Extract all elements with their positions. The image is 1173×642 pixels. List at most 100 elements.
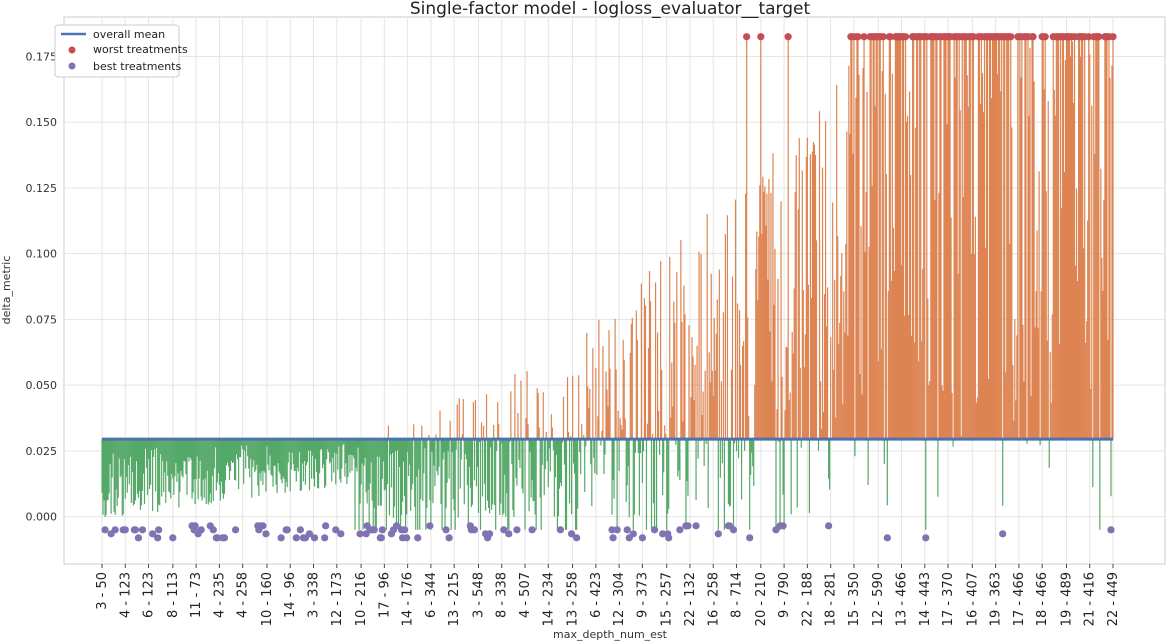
best-treatment-marker [556, 526, 565, 534]
best-treatment-marker [220, 534, 229, 542]
best-treatment-marker [567, 530, 576, 538]
best-treatment-marker [378, 526, 386, 534]
y-axis-ticks: 0.000 0.025 0.050 0.075 0.100 0.125 0.150 0.175 [26, 50, 58, 523]
legend-label-best: best treatments [93, 60, 181, 73]
best-treatment-marker [155, 526, 163, 534]
x-tick-label: 12 - 173 [330, 572, 345, 626]
best-treatment-marker [321, 534, 329, 542]
x-tick-label: 22 - 449 [1106, 572, 1121, 626]
best-treatment-marker [608, 526, 616, 534]
best-treatment-marker [513, 526, 521, 534]
best-treatment-marker [283, 526, 291, 534]
best-treatment-marker [623, 526, 631, 534]
x-tick-label: 10 - 216 [354, 572, 369, 626]
x-tick-label: 16 - 258 [706, 572, 721, 626]
best-treatment-marker [609, 534, 617, 542]
worst-treatment-marker [969, 33, 977, 41]
worst-treatment-marker [1041, 33, 1049, 41]
y-tick-label: 0.175 [26, 50, 58, 63]
best-treatment-marker [131, 526, 139, 534]
worst-treatment-marker [860, 33, 868, 41]
best-treatment-marker [134, 534, 143, 542]
best-treatment-marker [111, 526, 119, 534]
x-tick-label: 17 - 96 [377, 572, 392, 618]
best-treatment-marker [922, 534, 930, 542]
bars [101, 36, 1114, 530]
x-tick-label: 18 - 466 [1035, 572, 1050, 626]
best-treatment-marker [676, 526, 684, 534]
legend-label-worst: worst treatments [93, 43, 188, 56]
x-tick-label: 4 - 123 [118, 572, 133, 618]
worst-treatment-marker [901, 33, 910, 41]
best-treatment-marker [426, 522, 434, 530]
best-treatment-marker [779, 522, 787, 530]
x-tick-label: 12 - 590 [871, 572, 886, 626]
best-treatment-marker [138, 526, 147, 534]
legend-worst-swatch [68, 46, 76, 54]
x-tick-label: 21 - 416 [1083, 572, 1098, 626]
x-tick-label: 11 - 73 [189, 572, 204, 618]
x-tick-label: 6 - 123 [142, 572, 157, 618]
best-treatment-marker [356, 530, 364, 538]
x-tick-label: 4 - 507 [518, 572, 533, 618]
y-tick-label: 0.075 [26, 313, 58, 326]
x-tick-label: 3 - 548 [471, 572, 486, 618]
x-tick-label: 13 - 258 [566, 572, 581, 626]
x-tick-label: 16 - 407 [965, 572, 980, 626]
best-treatment-marker [277, 534, 285, 542]
best-treatment-marker [154, 534, 162, 542]
best-treatment-marker [573, 534, 581, 542]
best-treatment-marker [470, 526, 479, 534]
worst-treatment-marker [1029, 33, 1037, 41]
best-treatment-marker [310, 534, 319, 542]
best-treatment-marker [377, 534, 385, 542]
best-treatment-marker [445, 534, 453, 542]
best-treatment-marker [1107, 526, 1115, 534]
best-treatment-marker [505, 530, 513, 538]
x-tick-label: 8 - 113 [166, 572, 181, 618]
best-treatment-marker [209, 526, 217, 534]
legend-best-swatch [68, 62, 76, 70]
worst-treatment-marker [757, 33, 765, 41]
best-treatment-marker [650, 526, 659, 534]
best-treatment-marker [337, 530, 345, 538]
x-axis-ticks: 3 - 50 4 - 123 6 - 123 8 - 113 11 - 73 4 - 23… [95, 564, 1121, 626]
y-tick-label: 0.025 [26, 445, 58, 458]
x-tick-label: 9 - 790 [777, 572, 792, 618]
x-tick-label: 22 - 132 [683, 572, 698, 626]
x-tick-label: 20 - 210 [754, 572, 769, 626]
legend-box [54, 24, 180, 78]
x-tick-label: 12 - 304 [612, 572, 627, 626]
y-tick-label: 0.150 [26, 116, 58, 129]
best-treatment-marker [191, 522, 199, 530]
worst-treatment-marker [1095, 33, 1103, 41]
x-tick-label: 15 - 350 [847, 572, 862, 626]
best-treatment-marker [305, 530, 314, 538]
legend: overall mean worst treatments best treat… [54, 24, 188, 78]
y-tick-label: 0.100 [26, 248, 58, 261]
best-treatment-marker [262, 530, 270, 538]
x-tick-label: 15 - 257 [660, 572, 675, 626]
best-treatment-marker [370, 526, 378, 534]
best-treatment-marker [231, 526, 240, 534]
x-tick-label: 3 - 50 [95, 572, 110, 610]
x-tick-label: 19 - 489 [1059, 572, 1074, 626]
x-tick-label: 17 - 370 [941, 572, 956, 626]
x-tick-label: 3 - 338 [307, 572, 322, 618]
best-treatment-marker [414, 534, 422, 542]
x-tick-label: 17 - 466 [1012, 572, 1027, 626]
best-treatment-marker [629, 530, 637, 538]
x-tick-label: 6 - 344 [424, 572, 439, 618]
x-tick-label: 14 - 443 [918, 572, 933, 626]
best-treatment-marker [999, 530, 1007, 538]
worst-treatment-marker [784, 33, 792, 41]
x-tick-label: 8 - 338 [495, 572, 510, 618]
best-treatment-marker [169, 534, 177, 542]
x-tick-label: 6 - 423 [589, 572, 604, 618]
best-treatment-marker [714, 530, 722, 538]
worst-treatment-marker [879, 33, 887, 41]
x-tick-label: 4 - 258 [236, 572, 251, 618]
x-tick-label: 9 - 373 [635, 572, 650, 618]
best-treatment-marker [684, 522, 692, 530]
